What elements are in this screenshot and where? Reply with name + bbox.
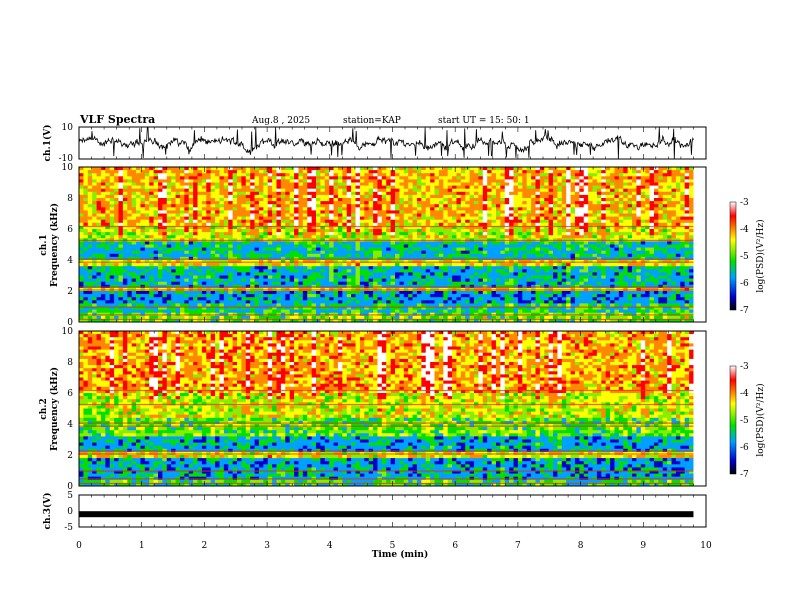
ch2-colorbar <box>729 365 737 475</box>
start-time-label: start UT = 15: 50: 1 <box>438 116 530 126</box>
ch3-ylabel: ch.3(V) <box>42 493 53 530</box>
time-axis-ticks: 0 1 2 3 4 5 6 7 8 9 10 <box>76 541 712 551</box>
time-tick-label: 1 <box>139 541 145 551</box>
ch2-cbar-tick-4: -4 <box>740 389 749 399</box>
ch2-cbar-tick-6: -6 <box>740 443 749 453</box>
ch1-spec-ylabel: ch.1 <box>39 234 49 255</box>
ch1-cbar-tick-7: -7 <box>740 306 749 316</box>
ch1-colorbar <box>729 201 737 311</box>
ch2-spec-ylabel: ch.2 <box>39 398 49 419</box>
ch1-spec-freq-label: Frequency (kHz) <box>49 203 60 287</box>
figure-title: VLF Spectra <box>79 113 155 126</box>
ch2-cbar-tick-5: -5 <box>740 416 749 426</box>
ch1-cbar-label: log(PSD)(V²/Hz) <box>755 219 766 292</box>
ch3-ytick-neg5: -5 <box>64 523 73 533</box>
ch1-spectrogram-heatmap <box>79 167 706 323</box>
ch3-ytick-5: 5 <box>67 491 73 501</box>
ch2-spec-ytick-0: 0 <box>67 482 73 492</box>
time-tick-label: 5 <box>390 541 396 551</box>
ch1-cbar-tick-6: -6 <box>740 279 749 289</box>
axis-tick-marks <box>78 127 707 527</box>
time-tick-label: 0 <box>76 541 82 551</box>
ch1-spectrogram-panel: 10 8 6 4 2 0 ch.1 Frequency (kHz) -3 -4 … <box>39 163 766 328</box>
ch2-spec-freq-label: Frequency (kHz) <box>49 367 60 451</box>
time-tick-label: 10 <box>700 541 712 551</box>
date-label: Aug.8 , 2025 <box>251 116 310 126</box>
time-tick-label: 9 <box>640 541 646 551</box>
ch2-spec-ytick-6: 6 <box>67 389 73 399</box>
time-tick-label: 6 <box>452 541 458 551</box>
ch1-spec-ytick-10: 10 <box>62 163 74 173</box>
ch1-spec-ytick-6: 6 <box>67 225 73 235</box>
ch1-cbar-tick-4: -4 <box>740 225 749 235</box>
ch2-spectrogram-panel: 10 8 6 4 2 0 ch.2 Frequency (kHz) -3 -4 … <box>39 327 766 492</box>
time-tick-label: 3 <box>264 541 270 551</box>
ch1-cbar-tick-3: -3 <box>740 198 749 208</box>
ch1-spec-ytick-0: 0 <box>67 318 73 328</box>
time-tick-label: 4 <box>327 541 333 551</box>
ch3-waveform-trace <box>79 511 694 518</box>
ch3-waveform-panel: 5 0 -5 ch.3(V) 0 1 2 3 4 5 6 7 8 9 10 Time (min) <box>42 491 712 560</box>
time-axis-label: Time (min) <box>372 549 429 560</box>
ch3-ytick-0: 0 <box>67 507 73 517</box>
ch2-spec-ytick-10: 10 <box>62 327 74 337</box>
ch1-waveform-line <box>78 126 694 159</box>
ch2-cbar-tick-3: -3 <box>740 362 749 372</box>
ch1-ylabel: ch.1(V) <box>42 125 53 162</box>
ch2-spec-ytick-2: 2 <box>67 451 73 461</box>
ch2-cbar-label: log(PSD)(V²/Hz) <box>755 383 766 456</box>
station-label: station=KAP <box>343 116 401 126</box>
ch2-spec-ytick-8: 8 <box>67 358 73 368</box>
time-tick-label: 7 <box>515 541 521 551</box>
time-tick-label: 8 <box>578 541 584 551</box>
time-tick-label: 2 <box>202 541 208 551</box>
ch2-cbar-tick-7: -7 <box>740 470 749 480</box>
ch1-ytick-top: 10 <box>62 123 74 133</box>
ch1-cbar-tick-5: -5 <box>740 252 749 262</box>
ch1-ytick-bottom: -10 <box>59 154 74 164</box>
ch2-spectrogram-heatmap <box>79 331 706 487</box>
ch2-spec-ytick-4: 4 <box>67 420 73 430</box>
ch1-spec-ytick-4: 4 <box>67 256 73 266</box>
ch1-spec-ytick-8: 8 <box>67 194 73 204</box>
ch1-spec-ytick-2: 2 <box>67 287 73 297</box>
